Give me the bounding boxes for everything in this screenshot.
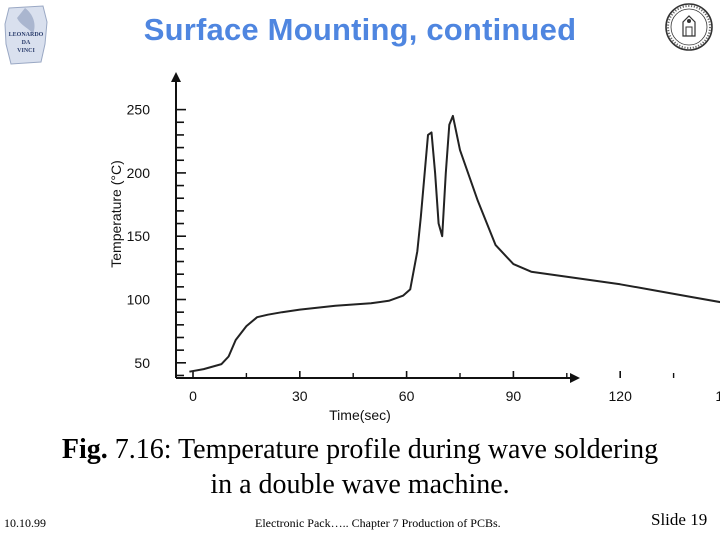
y-tick-label: 150 (127, 228, 151, 244)
y-axis-arrow (171, 72, 181, 82)
figure-caption: Fig. 7.16: Temperature profile during wa… (60, 432, 660, 502)
x-axis-arrow (570, 373, 580, 383)
x-tick-label: 60 (399, 388, 415, 404)
x-tick-label: 0 (189, 388, 197, 404)
x-tick-label: 150 (715, 388, 720, 404)
leonardo-da-vinci-logo-icon: LEONARDO DA VINCI (4, 5, 48, 65)
logo-text-line-2: DA (22, 40, 31, 46)
slide-title: Surface Mounting, continued (143, 12, 577, 47)
x-tick-label: 120 (609, 388, 633, 404)
figure-label: Fig. (61, 434, 108, 465)
logo-text-line-1: LEONARDO (9, 32, 44, 38)
footer-date: 10.10.99 (4, 516, 46, 530)
y-tick-label: 250 (127, 102, 151, 118)
y-tick-label: 200 (127, 165, 151, 181)
chart-series (189, 114, 720, 373)
y-axis-label: Temperature (°C) (108, 160, 124, 268)
slide-label: Slide (651, 510, 686, 529)
chart-ticks (176, 108, 675, 378)
y-tick-label: 50 (134, 355, 150, 371)
slide-number: Slide 19 (651, 510, 707, 530)
x-axis-label: Time(sec) (329, 407, 391, 423)
footer-course-info: Electronic Pack….. Chapter 7 Production … (255, 516, 501, 530)
temperature-curve (189, 114, 720, 373)
university-seal-icon (665, 3, 713, 51)
y-tick-label: 100 (127, 292, 151, 308)
x-tick-label: 30 (292, 388, 308, 404)
logo-text-line-3: VINCI (17, 48, 35, 54)
figure-caption-text: 7.16: Temperature profile during wave so… (107, 434, 659, 500)
chart-tick-labels: 501001502002500306090120150180 (127, 102, 720, 404)
chart-axes (171, 72, 580, 383)
x-tick-label: 90 (506, 388, 522, 404)
slide-number-value: 19 (690, 510, 708, 529)
